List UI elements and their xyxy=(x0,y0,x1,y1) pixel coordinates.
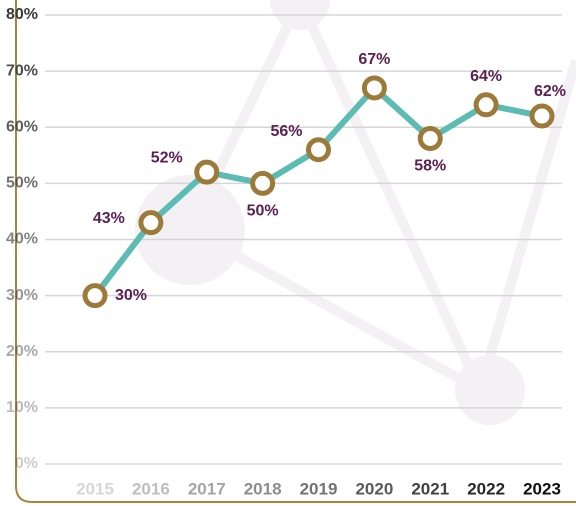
y-tick-label: 10% xyxy=(6,399,38,416)
x-tick-label: 2023 xyxy=(523,479,561,498)
y-tick-label: 50% xyxy=(6,175,38,192)
marker xyxy=(194,159,220,185)
marker xyxy=(306,137,331,163)
x-tick-label: 2020 xyxy=(355,479,393,498)
value-label: 64% xyxy=(470,68,502,85)
y-tick-label: 40% xyxy=(6,231,38,248)
frame xyxy=(15,0,576,503)
background-decoration xyxy=(135,0,576,425)
x-tick-label: 2021 xyxy=(411,479,449,498)
value-label: 43% xyxy=(93,210,125,227)
value-label: 50% xyxy=(247,203,279,220)
y-tick-label: 0% xyxy=(15,455,38,472)
x-tick-label: 2016 xyxy=(132,479,170,498)
y-tick-label: 70% xyxy=(6,62,38,79)
y-tick-label: 20% xyxy=(6,343,38,360)
y-tick-label: 30% xyxy=(6,287,38,304)
x-tick-label: 2018 xyxy=(244,479,282,498)
marker xyxy=(417,125,443,151)
y-tick-label: 60% xyxy=(6,118,38,135)
marker xyxy=(138,210,164,236)
y-tick-label: 80% xyxy=(6,6,38,23)
value-label: 67% xyxy=(358,51,390,68)
marker xyxy=(250,170,276,196)
marker xyxy=(473,92,499,118)
value-label: 56% xyxy=(270,123,302,140)
value-label: 30% xyxy=(115,287,147,304)
x-tick-label: 2017 xyxy=(188,479,226,498)
value-label: 62% xyxy=(534,83,566,100)
x-tick-label: 2019 xyxy=(300,479,338,498)
x-tick-label: 2022 xyxy=(467,479,505,498)
marker xyxy=(529,103,555,129)
marker xyxy=(82,283,108,309)
value-label: 52% xyxy=(151,149,183,166)
value-label: 58% xyxy=(414,158,446,175)
marker xyxy=(361,75,387,101)
x-tick-label: 2015 xyxy=(76,479,114,498)
